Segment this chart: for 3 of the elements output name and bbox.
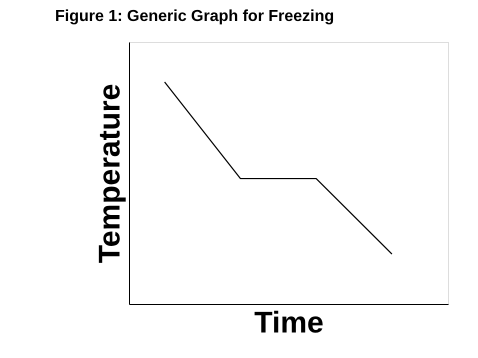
y-axis-title: Temperature <box>94 84 126 264</box>
chart-title: Figure 1: Generic Graph for Freezing <box>55 8 334 25</box>
x-axis-title: Time <box>254 306 324 340</box>
